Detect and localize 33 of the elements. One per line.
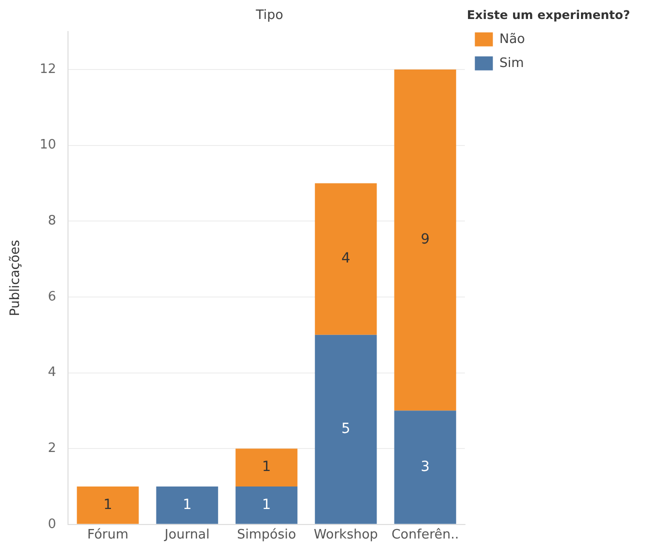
y-tick-label: 8 — [48, 214, 56, 229]
bar — [156, 486, 218, 524]
bar — [314, 334, 377, 524]
x-tick-label: Conferên.. — [391, 528, 459, 543]
data-label: 3 — [420, 458, 430, 475]
bar — [394, 410, 456, 524]
x-tick-label: Simpósio — [236, 528, 296, 543]
data-label: 1 — [262, 496, 271, 513]
bar — [236, 448, 298, 486]
chart-title: Tipo — [254, 8, 284, 24]
legend-label: Não — [499, 32, 526, 47]
data-label: 5 — [341, 421, 350, 438]
data-label: 9 — [420, 232, 430, 248]
bar — [76, 486, 139, 524]
data-label: 1 — [262, 459, 271, 476]
x-tick-label: Workshop — [314, 528, 378, 543]
y-tick-label: 6 — [48, 289, 56, 304]
bar — [236, 486, 298, 524]
legend-label: Sim — [499, 56, 524, 71]
data-label: 1 — [103, 496, 112, 513]
data-label: 4 — [341, 250, 350, 267]
bar — [314, 183, 377, 335]
y-tick-label: 0 — [48, 516, 56, 532]
x-tick-label: Fórum — [87, 528, 128, 543]
data-label: 1 — [182, 496, 192, 513]
y-tick-label: 12 — [40, 62, 56, 77]
y-axis-title: Publicações — [8, 240, 24, 316]
x-tick-label: Journal — [164, 528, 210, 543]
y-tick-label: 4 — [48, 365, 56, 380]
y-tick-label: 10 — [40, 138, 56, 153]
y-tick-label: 2 — [48, 440, 56, 456]
bar — [394, 70, 456, 411]
legend-title: Existe um experimento? — [466, 8, 630, 22]
